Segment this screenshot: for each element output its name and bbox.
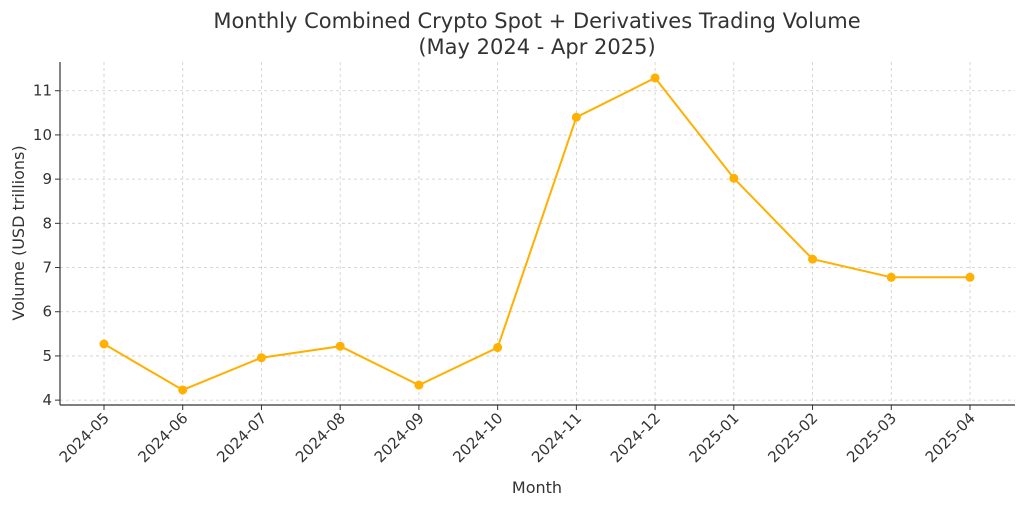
x-tick-label: 2024-05 — [56, 409, 113, 466]
x-tick-label: 2024-09 — [371, 409, 428, 466]
data-point-2025-03 — [886, 272, 896, 282]
y-tick-label: 9 — [42, 170, 52, 188]
x-tick-label: 2024-11 — [528, 409, 585, 466]
x-tick-label: 2025-04 — [922, 409, 979, 466]
y-axis-label: Volume (USD trillions) — [9, 145, 28, 320]
y-tick-label: 5 — [42, 347, 52, 365]
x-tick-label: 2025-02 — [764, 409, 821, 466]
data-point-2024-12 — [650, 73, 660, 83]
chart-subtitle: (May 2024 - Apr 2025) — [418, 35, 655, 59]
ticks: 2024-05 2024-06 2024-07 2024-08 2024-09 2024-… — [33, 82, 979, 466]
data-point-2024-10 — [493, 343, 503, 353]
series — [99, 73, 975, 395]
data-point-2024-06 — [178, 385, 188, 395]
series-line — [103, 76, 970, 392]
data-point-2024-08 — [335, 341, 345, 351]
data-point-2025-02 — [808, 254, 818, 264]
y-tick-label: 6 — [42, 303, 52, 321]
x-tick-label: 2024-10 — [449, 409, 506, 466]
chart-title: Monthly Combined Crypto Spot + Derivativ… — [213, 9, 860, 33]
data-point-2025-04 — [965, 272, 975, 282]
data-point-2024-09 — [414, 380, 424, 390]
x-tick-label: 2024-07 — [213, 409, 270, 466]
x-tick-label: 2024-08 — [292, 409, 349, 466]
y-tick-label: 7 — [42, 259, 52, 277]
x-tick-label: 2024-06 — [135, 409, 192, 466]
y-tick-label: 10 — [33, 126, 52, 144]
data-point-2024-07 — [256, 353, 266, 363]
x-tick-label: 2025-01 — [686, 409, 743, 466]
x-tick-label: 2024-12 — [607, 409, 664, 466]
data-point-2024-11 — [571, 112, 581, 122]
data-point-2025-01 — [729, 173, 739, 183]
x-tick-label: 2025-03 — [843, 409, 900, 466]
y-tick-label: 4 — [42, 391, 52, 409]
data-point-2024-05 — [99, 339, 109, 349]
y-tick-label: 11 — [33, 82, 52, 100]
x-axis-label: Month — [512, 478, 562, 497]
y-tick-label: 8 — [42, 214, 52, 232]
